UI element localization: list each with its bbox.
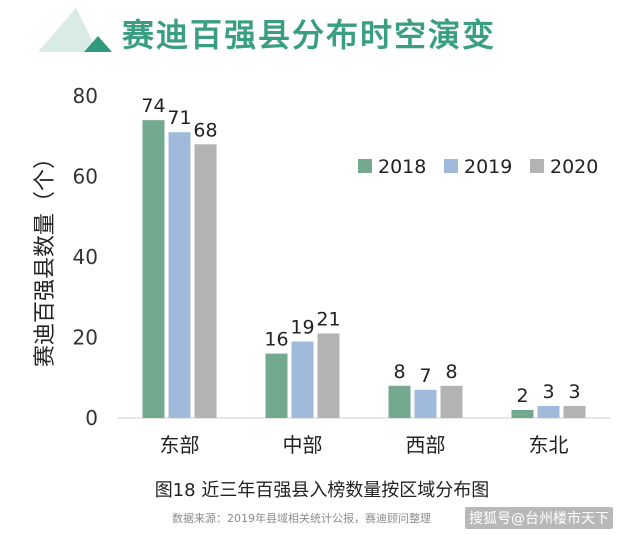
x-axis-ticks: 东部 中部 西部 东北 bbox=[160, 433, 569, 457]
bar-2018-中部 bbox=[265, 353, 288, 418]
data-label: 21 bbox=[316, 308, 340, 330]
data-label: 8 bbox=[393, 361, 405, 383]
legend: 2018 2019 2020 bbox=[358, 156, 598, 178]
bar-2019-西部 bbox=[414, 389, 437, 418]
data-label: 3 bbox=[542, 381, 554, 403]
bar-2019-东部 bbox=[168, 132, 191, 418]
banner-decoration-icon bbox=[38, 8, 112, 52]
bar-2019-东北 bbox=[537, 405, 560, 418]
legend-label: 2019 bbox=[464, 156, 512, 178]
data-label: 2 bbox=[516, 385, 528, 407]
data-label: 68 bbox=[193, 119, 217, 141]
bar-2020-东北 bbox=[563, 405, 586, 418]
bar-2019-中部 bbox=[291, 341, 314, 418]
legend-label: 2018 bbox=[378, 156, 426, 178]
y-axis-label: 赛迪百强县数量（个） bbox=[33, 147, 58, 367]
x-tick-label: 东部 bbox=[160, 433, 200, 457]
bar-2018-东北 bbox=[511, 409, 534, 418]
bar-2020-西部 bbox=[440, 385, 463, 418]
y-tick-label: 0 bbox=[85, 406, 98, 430]
y-tick-label: 20 bbox=[73, 326, 98, 350]
legend-swatch-2018 bbox=[358, 159, 372, 173]
title-banner: 赛迪百强县分布时空演变 bbox=[0, 0, 644, 62]
bar-2018-西部 bbox=[388, 385, 411, 418]
legend-swatch-2020 bbox=[530, 159, 544, 173]
bar-2018-东部 bbox=[142, 120, 165, 419]
watermark: 搜狐号@台州楼市天下 bbox=[465, 507, 613, 529]
bar-2020-中部 bbox=[317, 333, 340, 418]
figure-caption: 图18 近三年百强县入榜数量按区域分布图 bbox=[154, 480, 490, 501]
bar-2020-东部 bbox=[194, 144, 217, 419]
bars bbox=[142, 120, 586, 419]
data-label: 8 bbox=[445, 361, 457, 383]
y-tick-label: 60 bbox=[73, 165, 98, 189]
data-label: 71 bbox=[167, 107, 191, 129]
page-title: 赛迪百强县分布时空演变 bbox=[122, 16, 497, 54]
data-label: 7 bbox=[419, 365, 431, 387]
x-tick-label: 东北 bbox=[529, 433, 569, 457]
legend-label: 2020 bbox=[550, 156, 598, 178]
y-axis-ticks: 0 20 40 60 80 bbox=[73, 84, 98, 430]
data-label: 3 bbox=[568, 381, 580, 403]
data-label: 16 bbox=[264, 329, 288, 351]
x-tick-label: 中部 bbox=[283, 433, 323, 457]
y-tick-label: 80 bbox=[73, 84, 98, 108]
data-label: 19 bbox=[290, 317, 314, 339]
x-tick-label: 西部 bbox=[406, 433, 446, 457]
legend-swatch-2019 bbox=[444, 159, 458, 173]
y-tick-label: 40 bbox=[73, 245, 98, 269]
data-label: 74 bbox=[141, 95, 165, 117]
data-source-note: 数据来源：2019年县域相关统计公报，赛迪顾问整理 bbox=[172, 512, 431, 525]
